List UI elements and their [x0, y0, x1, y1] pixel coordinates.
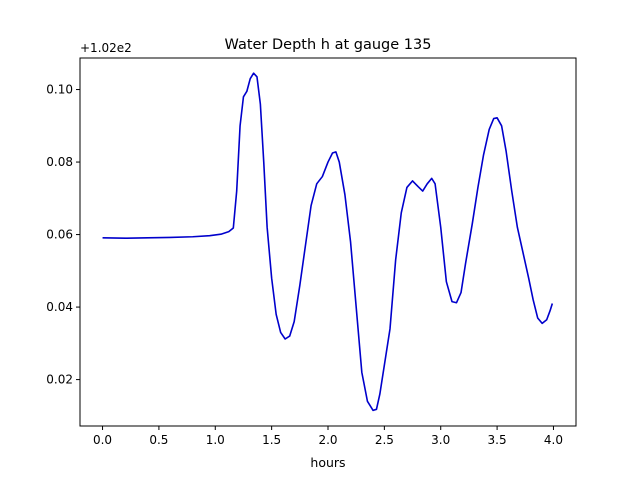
- axes: 0.0 0.5 1.0 1.5 2.0 2.5 3.0 3.5 4.0 0.02 0.04 0.06 0…: [46, 57, 577, 447]
- x-tick-label: 1.0: [206, 433, 225, 447]
- x-tick-label: 0.0: [93, 433, 112, 447]
- x-tick-label: 3.0: [431, 433, 450, 447]
- chart-title: Water Depth h at gauge 135: [225, 37, 432, 53]
- x-tick-label: 2.5: [375, 433, 394, 447]
- y-tick-label: 0.04: [46, 300, 73, 314]
- y-tick-label: 0.02: [46, 373, 73, 387]
- y-axis-offset-label: +1.02e2: [80, 41, 132, 55]
- y-tick-label: 0.06: [46, 228, 73, 242]
- x-tick-label: 3.5: [488, 433, 507, 447]
- series-line: [102, 72, 554, 412]
- x-tick-label: 2.0: [318, 433, 337, 447]
- x-tick-label: 1.5: [262, 433, 281, 447]
- y-tick-label: 0.10: [46, 83, 73, 97]
- x-tick-label: 0.5: [149, 433, 168, 447]
- x-axis-label: hours: [310, 455, 345, 470]
- plot-area: [102, 72, 554, 412]
- x-tick-label: 4.0: [544, 433, 563, 447]
- y-tick-label: 0.08: [46, 155, 73, 169]
